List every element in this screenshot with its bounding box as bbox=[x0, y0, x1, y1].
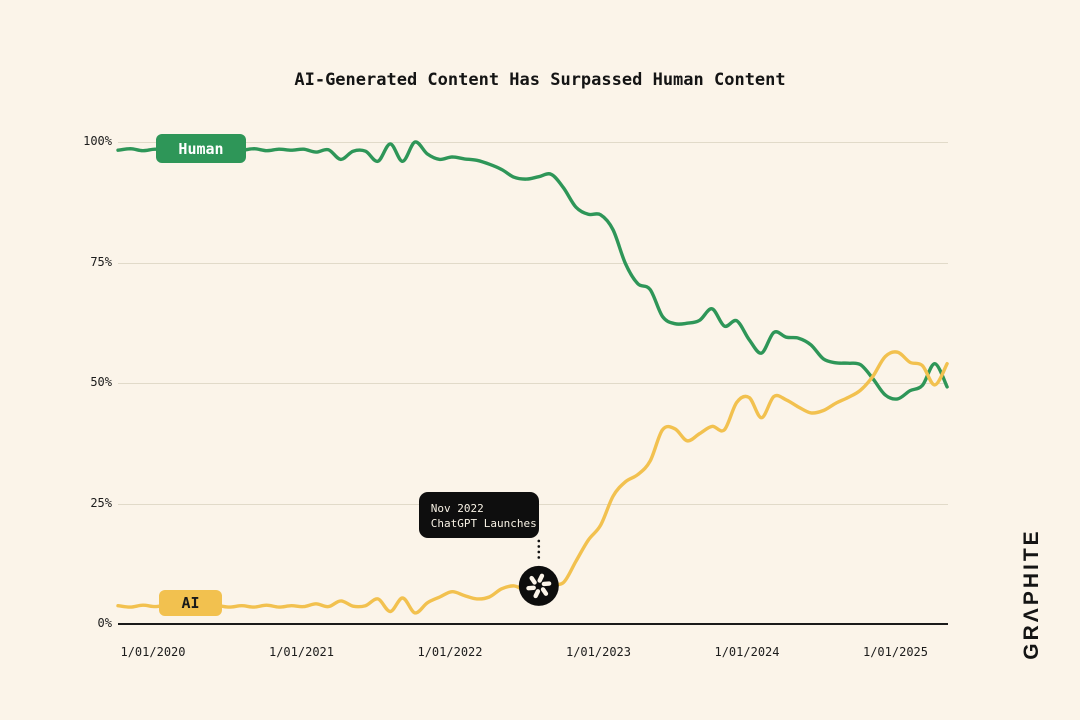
x-axis-label: 1/01/2020 bbox=[120, 645, 186, 659]
y-gridline bbox=[118, 142, 948, 143]
human-series-label: Human bbox=[178, 139, 224, 158]
chart-title: AI-Generated Content Has Surpassed Human… bbox=[294, 70, 786, 90]
y-axis-label: 50% bbox=[90, 375, 112, 389]
x-axis-line bbox=[118, 623, 948, 625]
openai-logo-icon bbox=[526, 573, 552, 599]
y-axis-label: 75% bbox=[90, 254, 112, 269]
x-axis-label: 1/01/2024 bbox=[714, 645, 780, 659]
x-axis-label: 1/01/2021 bbox=[268, 645, 335, 659]
y-gridline bbox=[118, 383, 948, 384]
x-axis-label: 1/01/2023 bbox=[565, 645, 632, 659]
x-axis-label: 1/01/2025 bbox=[862, 645, 929, 659]
y-gridline bbox=[118, 262, 948, 264]
y-axis-label: 100% bbox=[83, 134, 112, 148]
human-line bbox=[116, 140, 949, 401]
human-series-badge: Human bbox=[156, 134, 246, 163]
y-axis-label: 25% bbox=[90, 495, 112, 510]
ai-series-badge: AI bbox=[159, 590, 222, 616]
annotation-tooltip: Nov 2022 ChatGPT Launches bbox=[418, 491, 539, 538]
annotation-line2: ChatGPT Launches bbox=[430, 516, 537, 530]
ai-series-label: AI bbox=[181, 594, 200, 612]
annotation-dot bbox=[518, 565, 559, 606]
x-axis-label: 1/01/2022 bbox=[417, 645, 483, 659]
y-axis-label: 0% bbox=[97, 616, 112, 630]
annotation-line1: Nov 2022 bbox=[430, 501, 484, 515]
graphite-wordmark: GRΛPHITE bbox=[1020, 528, 1043, 660]
